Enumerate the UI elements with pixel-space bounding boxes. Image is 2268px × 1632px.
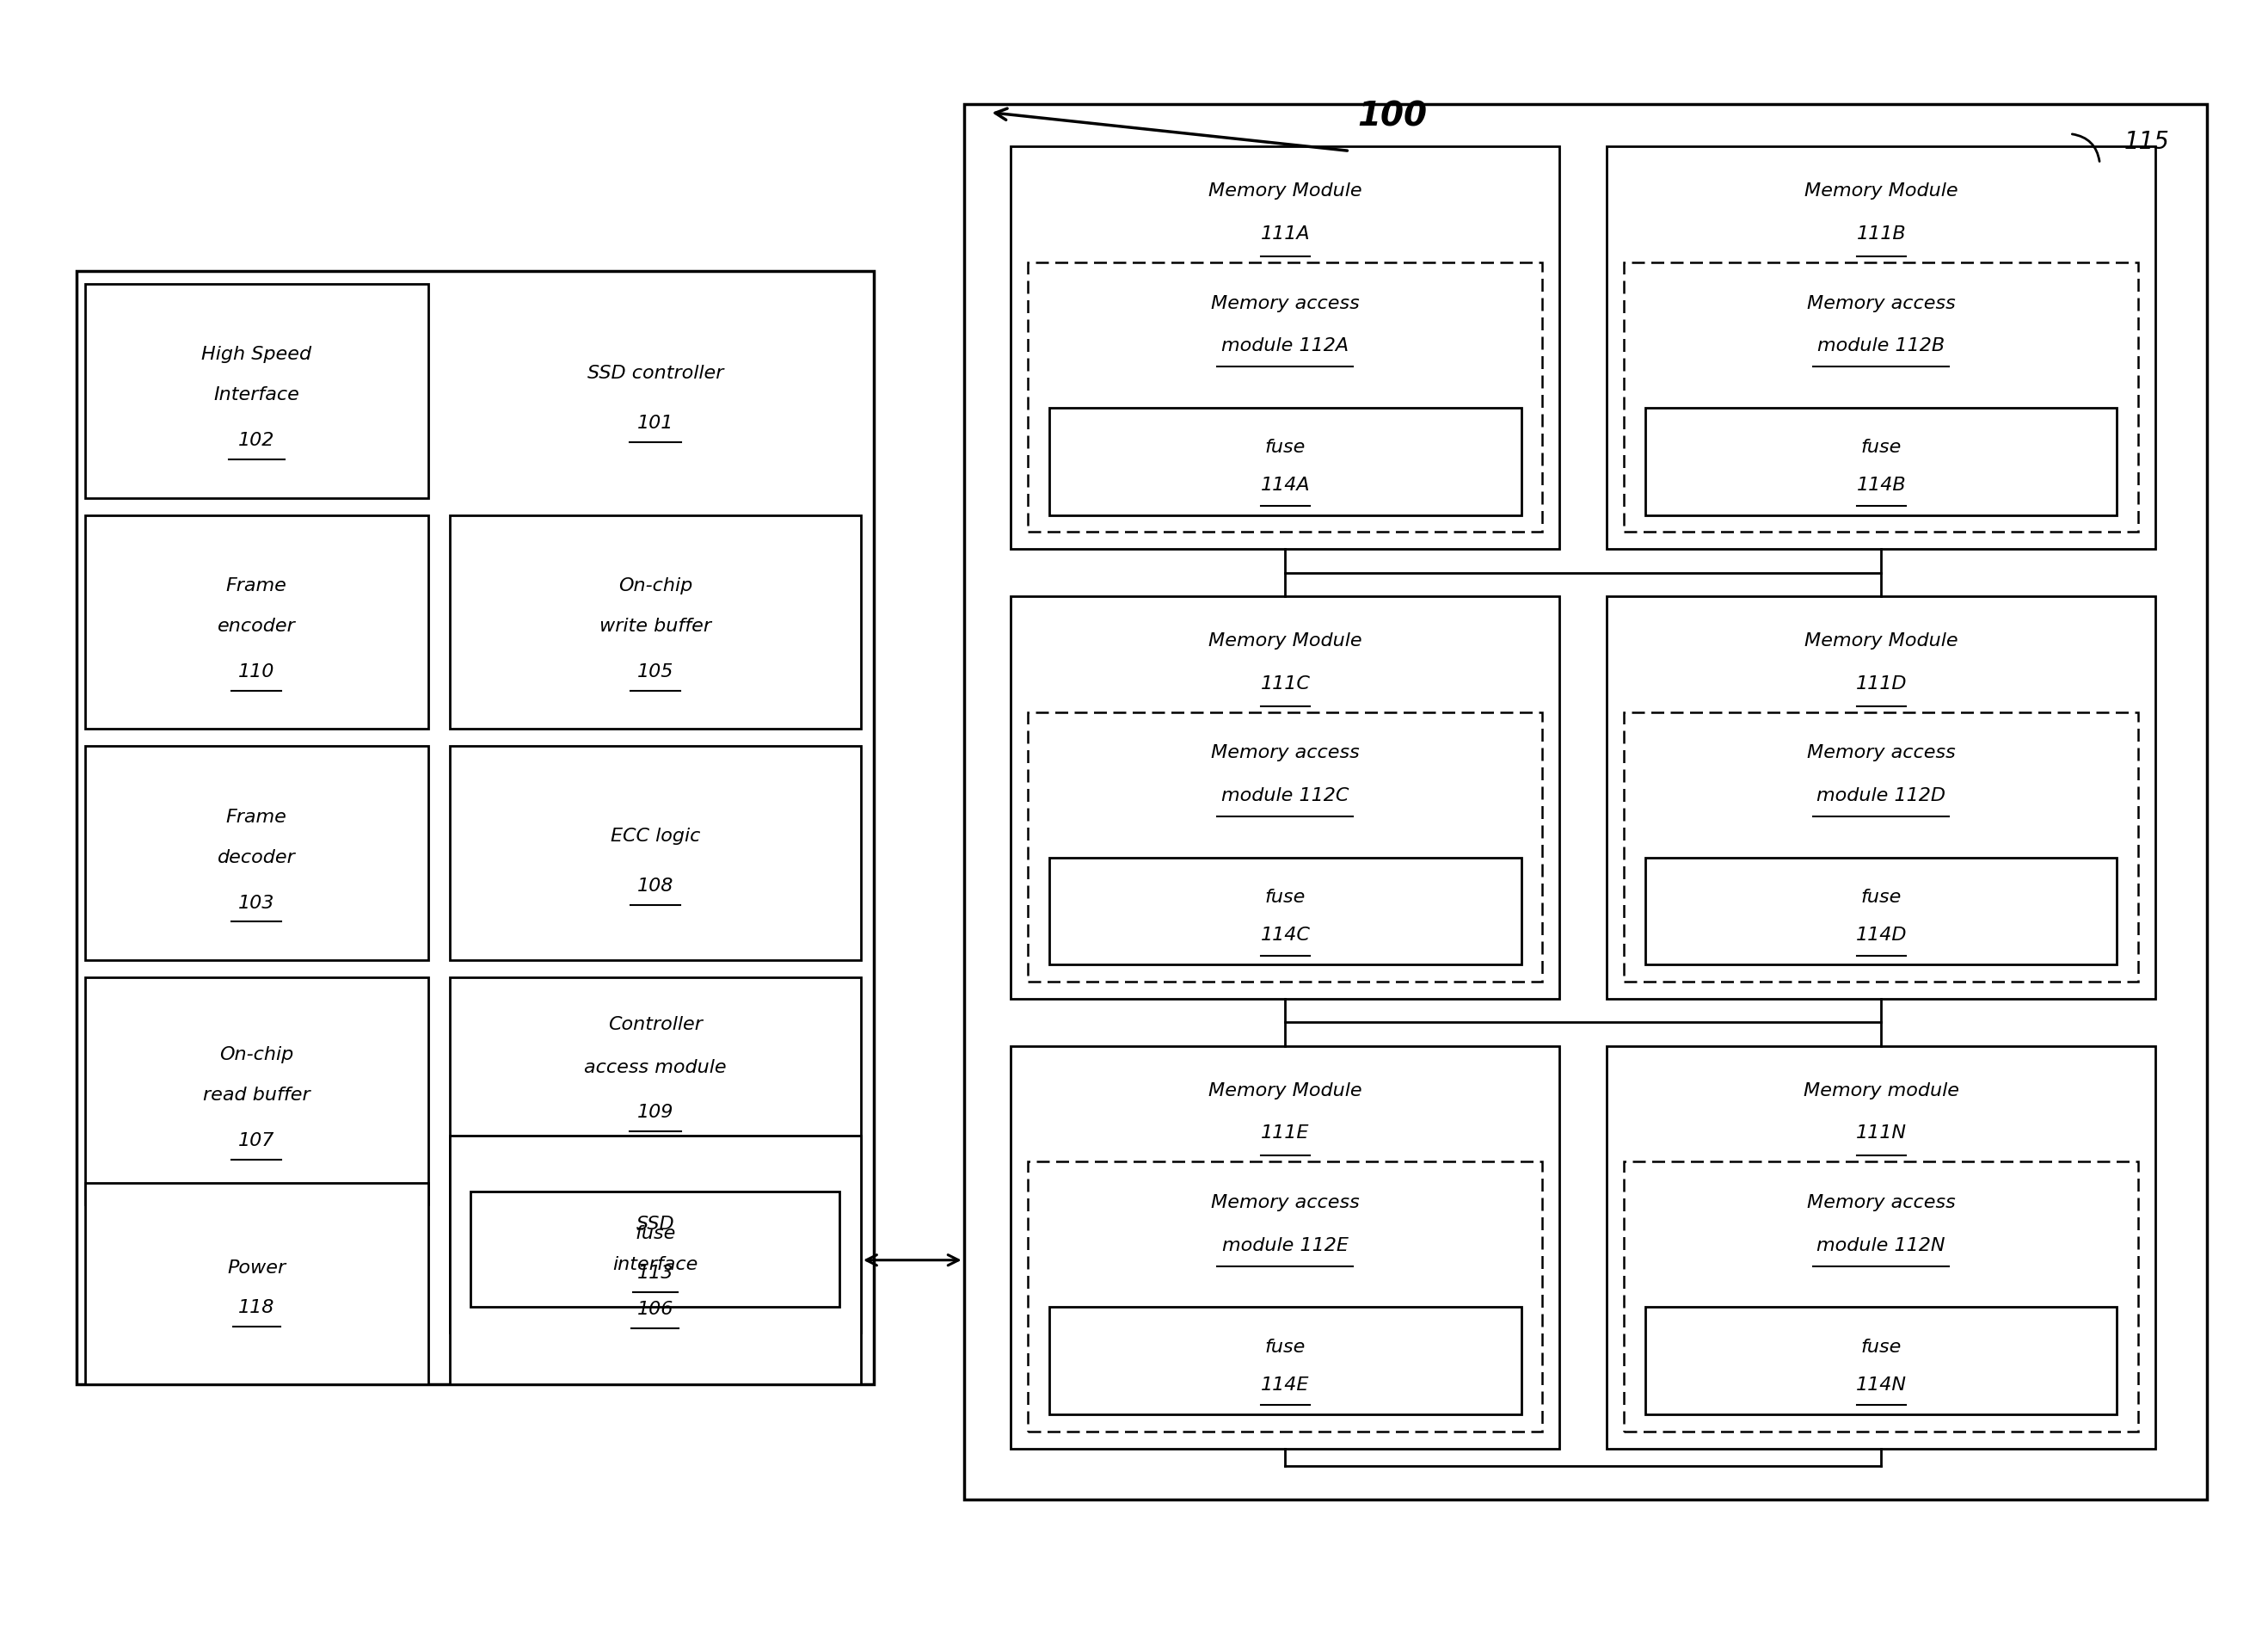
Text: 106: 106 xyxy=(637,1301,674,1319)
Text: access module: access module xyxy=(583,1059,726,1075)
Text: 109: 109 xyxy=(637,1105,674,1121)
Bar xyxy=(964,104,2207,1500)
Text: 103: 103 xyxy=(238,894,274,912)
Text: encoder: encoder xyxy=(218,617,295,635)
Bar xyxy=(1624,263,2139,532)
Text: 113: 113 xyxy=(637,1265,674,1283)
Text: Memory Module: Memory Module xyxy=(1209,632,1363,650)
Text: Memory Module: Memory Module xyxy=(1209,1082,1363,1098)
Text: 102: 102 xyxy=(238,432,274,449)
Text: module 112E: module 112E xyxy=(1222,1237,1349,1253)
Bar xyxy=(84,284,429,498)
Bar xyxy=(1050,408,1522,516)
Text: 105: 105 xyxy=(637,663,674,681)
Text: Interface: Interface xyxy=(213,387,299,403)
Bar xyxy=(84,516,429,730)
Bar xyxy=(1644,857,2116,965)
Bar xyxy=(77,271,873,1384)
Text: read buffer: read buffer xyxy=(202,1087,311,1103)
Text: fuse: fuse xyxy=(1860,439,1901,457)
Bar xyxy=(449,978,862,1333)
Bar xyxy=(449,1136,862,1384)
Text: write buffer: write buffer xyxy=(599,617,712,635)
Text: module 112A: module 112A xyxy=(1222,338,1349,354)
Text: ECC logic: ECC logic xyxy=(610,827,701,845)
Bar xyxy=(1012,1046,1560,1449)
Bar xyxy=(1606,596,2155,999)
Text: fuse: fuse xyxy=(1860,889,1901,906)
Text: 114D: 114D xyxy=(1855,927,1907,943)
Text: module 112C: module 112C xyxy=(1222,787,1349,805)
Text: SSD controller: SSD controller xyxy=(587,366,723,382)
Text: 111D: 111D xyxy=(1855,676,1907,692)
Text: fuse: fuse xyxy=(1266,439,1306,457)
Bar xyxy=(1012,596,1560,999)
Text: 100: 100 xyxy=(1359,100,1427,132)
Text: SSD: SSD xyxy=(635,1216,674,1232)
Bar xyxy=(1606,1046,2155,1449)
Bar xyxy=(1606,147,2155,550)
Text: fuse: fuse xyxy=(1860,1338,1901,1356)
Text: 110: 110 xyxy=(238,663,274,681)
Text: module 112B: module 112B xyxy=(1817,338,1946,354)
Text: Frame: Frame xyxy=(227,809,288,826)
Text: Power: Power xyxy=(227,1260,286,1276)
Text: 114B: 114B xyxy=(1857,477,1905,494)
Text: On-chip: On-chip xyxy=(619,578,692,594)
Text: 114A: 114A xyxy=(1261,477,1311,494)
Text: Memory access: Memory access xyxy=(1211,744,1359,762)
Text: Frame: Frame xyxy=(227,578,288,594)
Text: Memory Module: Memory Module xyxy=(1805,183,1957,199)
Text: interface: interface xyxy=(612,1255,699,1273)
Bar xyxy=(1027,712,1542,982)
Text: 101: 101 xyxy=(637,415,674,432)
Text: 114C: 114C xyxy=(1261,927,1311,943)
Text: 114N: 114N xyxy=(1855,1376,1907,1394)
Text: Memory access: Memory access xyxy=(1808,744,1955,762)
Bar xyxy=(449,516,862,730)
Text: 111E: 111E xyxy=(1261,1124,1309,1142)
Bar xyxy=(1624,712,2139,982)
Text: Memory Module: Memory Module xyxy=(1805,632,1957,650)
Text: Controller: Controller xyxy=(608,1017,703,1033)
Bar xyxy=(1644,1307,2116,1415)
Bar xyxy=(472,1191,839,1307)
Text: fuse: fuse xyxy=(635,1226,676,1242)
Text: 114E: 114E xyxy=(1261,1376,1309,1394)
Bar xyxy=(84,746,429,960)
Text: 115: 115 xyxy=(2125,131,2170,155)
Text: Memory access: Memory access xyxy=(1808,1195,1955,1211)
Bar xyxy=(1050,857,1522,965)
Text: Memory access: Memory access xyxy=(1211,1195,1359,1211)
Bar xyxy=(84,978,429,1204)
Text: Memory access: Memory access xyxy=(1211,295,1359,312)
Bar xyxy=(449,746,862,960)
Text: Memory access: Memory access xyxy=(1808,295,1955,312)
Bar xyxy=(1050,1307,1522,1415)
Bar xyxy=(1012,147,1560,550)
Text: 118: 118 xyxy=(238,1299,274,1317)
Text: 111B: 111B xyxy=(1857,225,1905,243)
Text: High Speed: High Speed xyxy=(202,346,311,364)
Text: 108: 108 xyxy=(637,878,674,894)
Text: 111N: 111N xyxy=(1855,1124,1907,1142)
Text: 107: 107 xyxy=(238,1133,274,1149)
Bar xyxy=(1644,408,2116,516)
Bar xyxy=(84,1183,429,1384)
Text: On-chip: On-chip xyxy=(220,1046,293,1064)
Text: decoder: decoder xyxy=(218,849,295,867)
Text: module 112D: module 112D xyxy=(1817,787,1946,805)
Text: module 112N: module 112N xyxy=(1817,1237,1946,1253)
Text: 111A: 111A xyxy=(1261,225,1311,243)
Text: fuse: fuse xyxy=(1266,1338,1306,1356)
Bar xyxy=(1624,1162,2139,1431)
Text: Memory module: Memory module xyxy=(1803,1082,1960,1098)
Text: fuse: fuse xyxy=(1266,889,1306,906)
Text: 111C: 111C xyxy=(1261,676,1311,692)
Bar xyxy=(1027,263,1542,532)
Text: Memory Module: Memory Module xyxy=(1209,183,1363,199)
Bar xyxy=(1027,1162,1542,1431)
